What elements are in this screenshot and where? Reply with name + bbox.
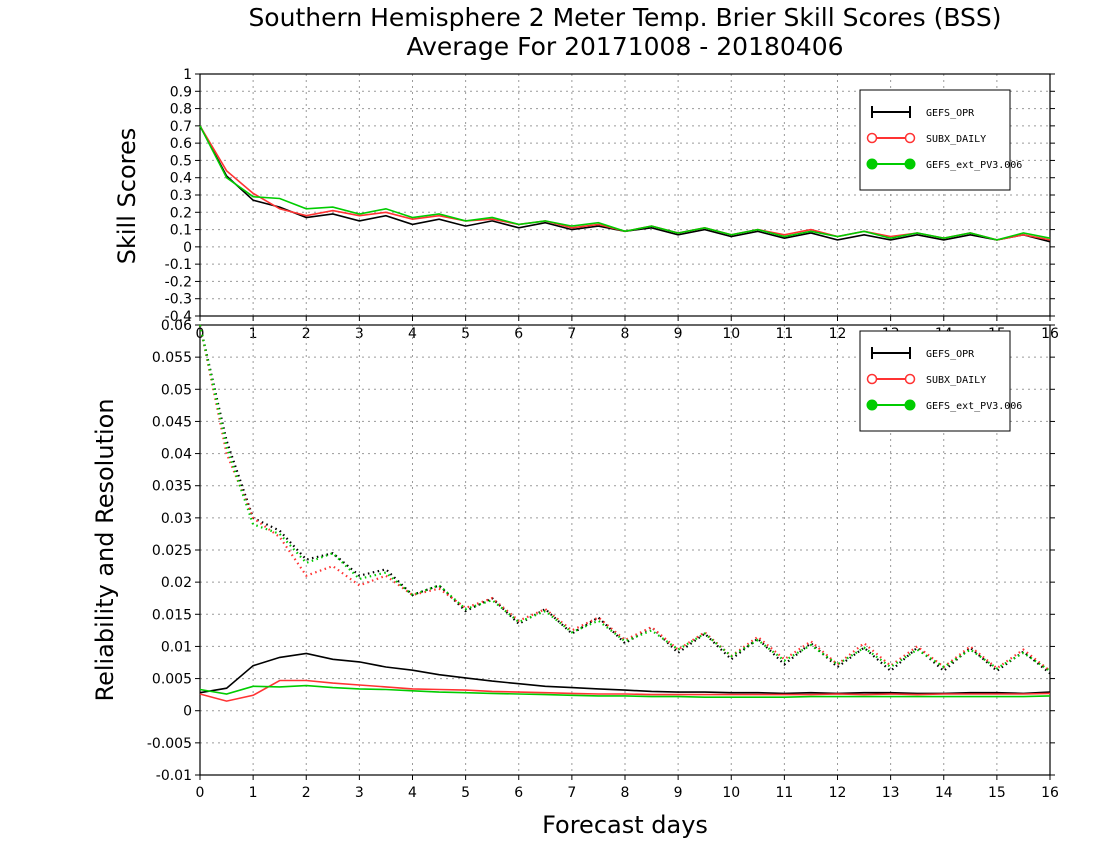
x-tick-label: 5 — [461, 326, 470, 342]
legend: GEFS_OPR SUBX_DAILY GEFS_ext_PV3.006 — [859, 89, 1022, 191]
x-tick-label: 8 — [621, 326, 630, 342]
legend-open-circle-marker-icon — [866, 373, 878, 385]
x-tick-label: 10 — [722, 785, 740, 801]
y-axis-label-reliability-resolution: Reliability and Resolution — [91, 398, 119, 701]
legend-label: GEFS_OPR — [926, 349, 975, 360]
x-tick-label: 3 — [355, 785, 364, 801]
x-tick-label: 5 — [461, 785, 470, 801]
y-tick-label: -0.4 — [165, 309, 192, 325]
y-tick-label: 0.8 — [170, 102, 192, 118]
y-tick-label: 0.4 — [170, 171, 192, 187]
series-line-subx-daily-reliability — [199, 679, 1051, 702]
y-tick-label: -0.2 — [165, 274, 192, 290]
series-line-gefs-ext-pv3-006 — [199, 125, 1051, 241]
x-axis-label: Forecast days — [542, 811, 708, 839]
x-tick-label: 11 — [775, 326, 793, 342]
y-tick-label: 0.2 — [170, 205, 192, 221]
y-tick-label: -0.005 — [147, 736, 192, 752]
legend-open-circle-marker-icon — [904, 373, 916, 385]
x-tick-label: 9 — [674, 326, 683, 342]
x-tick-label: 10 — [722, 326, 740, 342]
x-tick-label: 13 — [882, 785, 900, 801]
y-tick-label: 1 — [183, 67, 192, 83]
x-tick-label: 12 — [829, 326, 847, 342]
chart-subtitle: Average For 20171008 - 20180406 — [406, 32, 844, 61]
legend-item: SUBX_DAILY — [866, 373, 986, 386]
x-tick-label: 4 — [408, 326, 417, 342]
x-tick-label: 3 — [355, 326, 364, 342]
x-tick-label: 6 — [514, 785, 523, 801]
y-tick-label: 0.025 — [152, 543, 192, 559]
x-tick-label: 15 — [988, 785, 1006, 801]
legend-filled-circle-marker-icon — [904, 158, 916, 170]
chart-title: Southern Hemisphere 2 Meter Temp. Brier … — [248, 3, 1002, 32]
y-tick-label: 0 — [183, 240, 192, 256]
series-line-subx-daily-resolution — [198, 324, 1051, 672]
legend-item: SUBX_DAILY — [866, 132, 986, 145]
y-tick-label: 0.1 — [170, 223, 192, 239]
y-tick-label: -0.01 — [156, 768, 192, 784]
x-tick-label: 11 — [775, 785, 793, 801]
y-tick-label: 0.045 — [152, 414, 192, 430]
legend: GEFS_OPR SUBX_DAILY GEFS_ext_PV3.006 — [859, 330, 1022, 432]
series-line-gefs-ext-pv3-006-reliability — [199, 684, 1051, 699]
y-tick-label: 0.015 — [152, 607, 192, 623]
x-tick-label: 0 — [196, 785, 205, 801]
x-tick-label: 4 — [408, 785, 417, 801]
x-tick-label: 9 — [674, 785, 683, 801]
y-tick-label: 0.7 — [170, 119, 192, 135]
y-tick-label: 0.05 — [161, 382, 192, 398]
legend-filled-circle-marker-icon — [866, 158, 878, 170]
x-tick-label: 2 — [302, 785, 311, 801]
y-tick-label: 0.04 — [161, 447, 192, 463]
legend-label: GEFS_ext_PV3.006 — [926, 401, 1022, 412]
legend-box — [859, 89, 1011, 191]
legend-open-circle-marker-icon — [904, 132, 916, 144]
y-tick-label: 0.06 — [161, 318, 192, 334]
legend-item: GEFS_ext_PV3.006 — [866, 399, 1022, 412]
series-line-gefs-opr-reliability — [199, 652, 1051, 695]
y-tick-label: 0.02 — [161, 575, 192, 591]
legend-item: GEFS_OPR — [871, 106, 975, 119]
y-tick-label: -0.3 — [165, 292, 192, 308]
y-tick-label: 0.03 — [161, 511, 192, 527]
y-tick-label: 0.6 — [170, 136, 192, 152]
skill-scores-panel: -0.4-0.3-0.2-0.100.10.20.30.40.50.60.70.… — [165, 67, 1059, 342]
legend-open-circle-marker-icon — [866, 132, 878, 144]
legend-item: GEFS_OPR — [871, 347, 975, 360]
y-tick-label: -0.1 — [165, 257, 192, 273]
x-tick-label: 1 — [249, 326, 258, 342]
reliability-resolution-panel: -0.01 -0.005 0 0.005 0.01 0.015 0.02 0.025 0.03 0… — [147, 318, 1059, 801]
y-tick-label: 0.3 — [170, 188, 192, 204]
x-tick-label: 7 — [567, 785, 576, 801]
x-tick-label: 7 — [567, 326, 576, 342]
x-tick-label: 16 — [1041, 785, 1059, 801]
y-tick-label: 0.9 — [170, 84, 192, 100]
y-tick-label: 0 — [183, 704, 192, 720]
legend-item: GEFS_ext_PV3.006 — [866, 158, 1022, 171]
x-tick-label: 14 — [935, 785, 953, 801]
legend-label: GEFS_ext_PV3.006 — [926, 160, 1022, 171]
x-tick-label: 1 — [249, 785, 258, 801]
x-tick-label: 2 — [302, 326, 311, 342]
legend-label: SUBX_DAILY — [926, 134, 986, 145]
y-tick-label: 0.005 — [152, 672, 192, 688]
legend-label: SUBX_DAILY — [926, 375, 986, 386]
y-tick-label: 0.035 — [152, 479, 192, 495]
y-tick-label: 0.01 — [161, 639, 192, 655]
x-tick-label: 6 — [514, 326, 523, 342]
legend-label: GEFS_OPR — [926, 108, 975, 119]
y-axis-label-skill-scores: Skill Scores — [113, 128, 141, 265]
legend-filled-circle-marker-icon — [866, 399, 878, 411]
x-tick-label: 12 — [829, 785, 847, 801]
y-tick-label: 0.5 — [170, 153, 192, 169]
legend-filled-circle-marker-icon — [904, 399, 916, 411]
x-tick-label: 8 — [621, 785, 630, 801]
y-tick-label: 0.055 — [152, 350, 192, 366]
series-line-gefs-opr-resolution — [198, 324, 1051, 675]
legend-box — [859, 330, 1011, 432]
